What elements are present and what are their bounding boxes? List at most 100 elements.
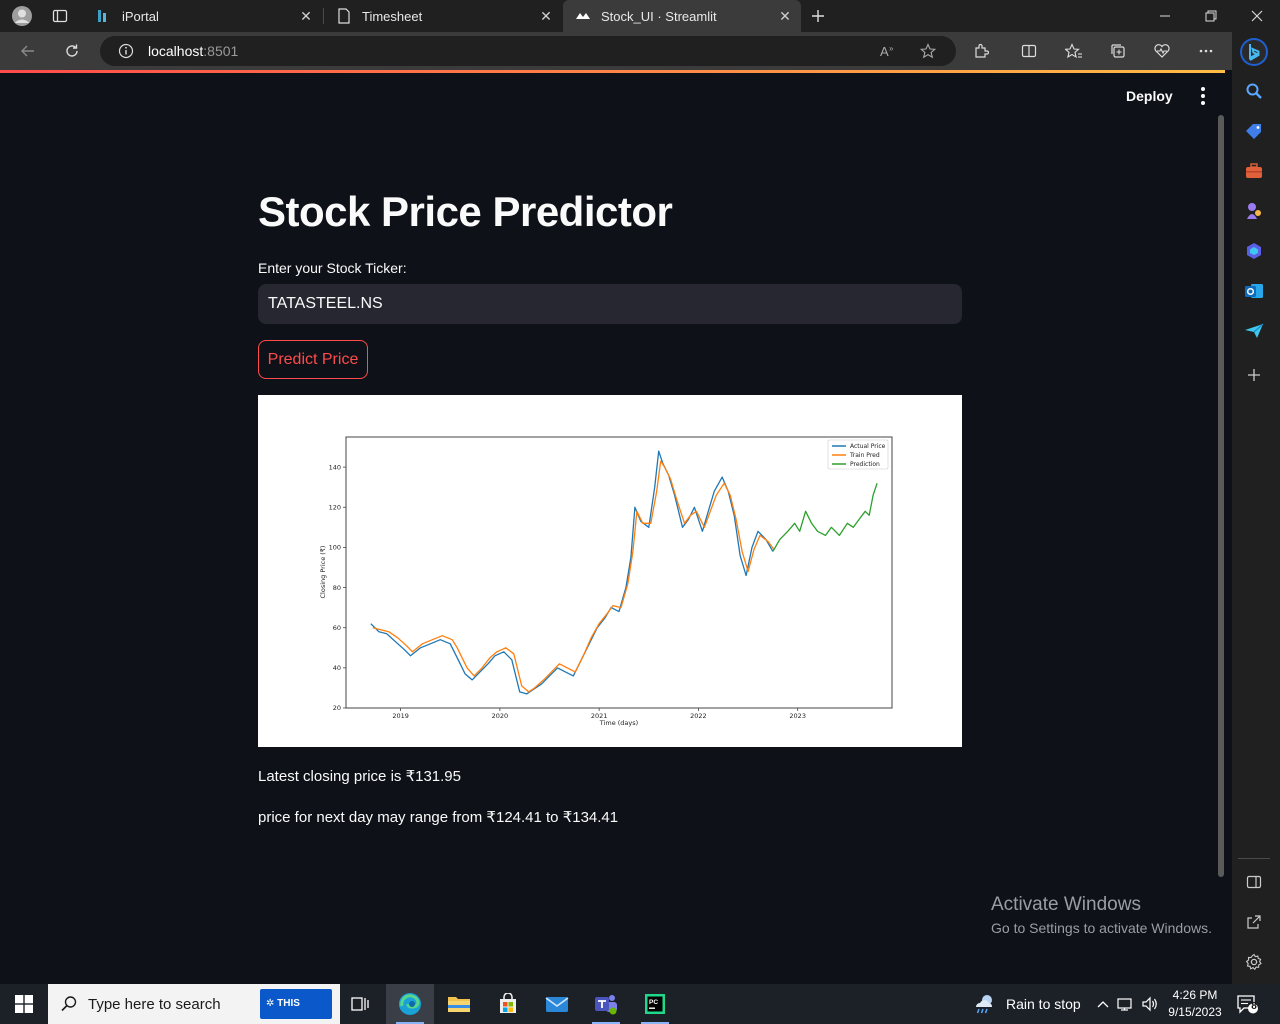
series-line-actual-price [370, 450, 774, 695]
series-line-train-pred [372, 460, 775, 693]
legend-label: Train Pred [849, 452, 880, 459]
close-tab-icon[interactable]: ✕ [779, 8, 791, 24]
active-app-indicator [396, 1022, 424, 1024]
next-day-range-text: price for next day may range from ₹124.4… [258, 809, 619, 826]
close-tab-icon[interactable]: ✕ [300, 8, 312, 24]
taskbar-edge-icon[interactable] [386, 984, 434, 1024]
rain-cloud-icon [976, 995, 993, 1014]
microsoft365-icon[interactable] [1242, 239, 1266, 263]
more-options-icon[interactable] [1194, 39, 1218, 63]
legend-label: Prediction [850, 461, 880, 468]
shopping-tag-icon[interactable] [1242, 119, 1266, 143]
external-open-icon[interactable] [1242, 910, 1266, 934]
volume-icon[interactable] [1140, 994, 1160, 1014]
chart-svg: 2019 2020 2021 2022 2023 20 40 60 80 100 120 140 T… [319, 436, 893, 727]
activate-windows-watermark: Activate Windows Go to Settings to activ… [991, 894, 1212, 936]
site-info-icon[interactable] [118, 43, 134, 64]
x-tick-label: 2020 [492, 712, 509, 720]
edge-sidebar [1232, 32, 1280, 984]
sidebar-divider [1238, 858, 1270, 859]
open-app-indicator [592, 1022, 620, 1024]
search-placeholder: Type here to search [88, 996, 221, 1013]
legend-label: Actual Price [850, 443, 886, 450]
search-highlight-badge[interactable]: ✲ THIS [260, 989, 332, 1019]
tab-iportal[interactable]: iPortal ✕ [84, 0, 322, 32]
page-scrollbar[interactable] [1218, 115, 1224, 877]
taskbar-search-box[interactable]: Type here to search ✲ THIS [48, 984, 340, 1024]
network-icon[interactable] [1116, 994, 1136, 1014]
ticker-input[interactable] [258, 284, 962, 324]
favorite-star-icon[interactable] [916, 39, 940, 63]
x-tick-label: 2022 [690, 712, 707, 720]
minimize-icon[interactable] [1142, 0, 1188, 32]
document-favicon-icon [336, 8, 352, 24]
tab-label: Timesheet [362, 8, 423, 24]
refresh-icon[interactable] [60, 39, 84, 63]
browser-toolbar: localhost:8501 A» [0, 32, 1232, 70]
games-chess-icon[interactable] [1242, 199, 1266, 223]
system-clock[interactable]: 4:26 PM 9/15/2023 [1160, 987, 1230, 1021]
taskbar-store-icon[interactable] [484, 984, 532, 1024]
price-chart: 2019 2020 2021 2022 2023 20 40 60 80 100 120 140 T… [258, 395, 962, 747]
y-tick-label: 40 [333, 664, 341, 672]
search-icon[interactable] [1242, 79, 1266, 103]
tab-label: Stock_UI · Streamlit [601, 8, 717, 24]
x-tick-label: 2023 [789, 712, 806, 720]
sidebar-settings-gear-icon[interactable] [1242, 950, 1266, 974]
url-text: localhost:8501 [148, 43, 239, 59]
tab-timesheet[interactable]: Timesheet ✕ [324, 0, 562, 32]
weather-text: Rain to stop [1006, 996, 1081, 1012]
add-sidebar-app-icon[interactable] [1242, 363, 1266, 387]
legend-box [827, 439, 889, 470]
search-magnifier-icon [60, 995, 78, 1018]
profile-avatar-icon[interactable] [10, 4, 34, 28]
browser-essentials-icon[interactable] [1150, 39, 1174, 63]
page-load-accent-line [0, 70, 1225, 73]
x-axis-label: Time (days) [599, 719, 638, 727]
y-axis-label: Closing Price (₹) [319, 546, 327, 599]
outlook-icon[interactable] [1242, 279, 1266, 303]
sidebar-panel-icon[interactable] [1242, 870, 1266, 894]
chart-legend: Actual Price Train Pred Prediction [827, 439, 889, 470]
taskbar-mail-icon[interactable] [533, 984, 581, 1024]
restore-icon[interactable] [1188, 0, 1234, 32]
latest-closing-price-text: Latest closing price is ₹131.95 [258, 768, 461, 785]
weather-widget[interactable]: Rain to stop [972, 992, 1081, 1016]
taskbar-pycharm-icon[interactable]: PC [631, 984, 679, 1024]
predict-price-button[interactable]: Predict Price [258, 340, 368, 379]
deploy-button[interactable]: Deploy [1126, 88, 1173, 104]
tools-briefcase-icon[interactable] [1242, 159, 1266, 183]
main-menu-icon[interactable] [1194, 84, 1212, 108]
streamlit-favicon-icon [575, 8, 591, 24]
open-app-indicator [641, 1022, 669, 1024]
extensions-icon[interactable] [969, 39, 993, 63]
tab-stock-ui[interactable]: Stock_UI · Streamlit ✕ [563, 0, 801, 32]
svg-text:»: » [889, 44, 894, 53]
windows-start-icon[interactable] [0, 984, 48, 1024]
close-window-icon[interactable] [1234, 0, 1280, 32]
y-tick-label: 20 [333, 704, 341, 712]
collections-icon[interactable] [1106, 39, 1130, 63]
favorites-icon[interactable] [1062, 39, 1086, 63]
browser-tab-bar: iPortal ✕ Timesheet ✕ Stock_UI · Streaml… [0, 0, 1280, 32]
taskbar-file-explorer-icon[interactable] [435, 984, 483, 1024]
y-tick-label: 80 [333, 584, 341, 592]
iportal-favicon-icon [96, 8, 112, 24]
split-screen-icon[interactable] [1017, 39, 1041, 63]
y-tick-label: 140 [329, 463, 341, 471]
search-badge-label: THIS [277, 998, 300, 1009]
taskbar-teams-icon[interactable] [582, 984, 630, 1024]
back-icon[interactable] [16, 39, 40, 63]
series-line-prediction [772, 482, 878, 552]
close-tab-icon[interactable]: ✕ [540, 8, 552, 24]
address-bar[interactable]: localhost:8501 A» [100, 36, 956, 66]
tray-overflow-chevron-icon[interactable] [1093, 994, 1113, 1014]
send-plane-icon[interactable] [1242, 319, 1266, 343]
read-aloud-icon[interactable]: A» [876, 39, 900, 63]
task-view-icon[interactable] [336, 984, 384, 1024]
notification-count: 8 [1251, 1001, 1257, 1012]
bing-copilot-icon[interactable] [1238, 36, 1270, 68]
workspaces-icon[interactable] [48, 4, 72, 28]
new-tab-icon[interactable] [806, 4, 830, 28]
notification-center-icon[interactable]: 8 [1236, 994, 1258, 1014]
